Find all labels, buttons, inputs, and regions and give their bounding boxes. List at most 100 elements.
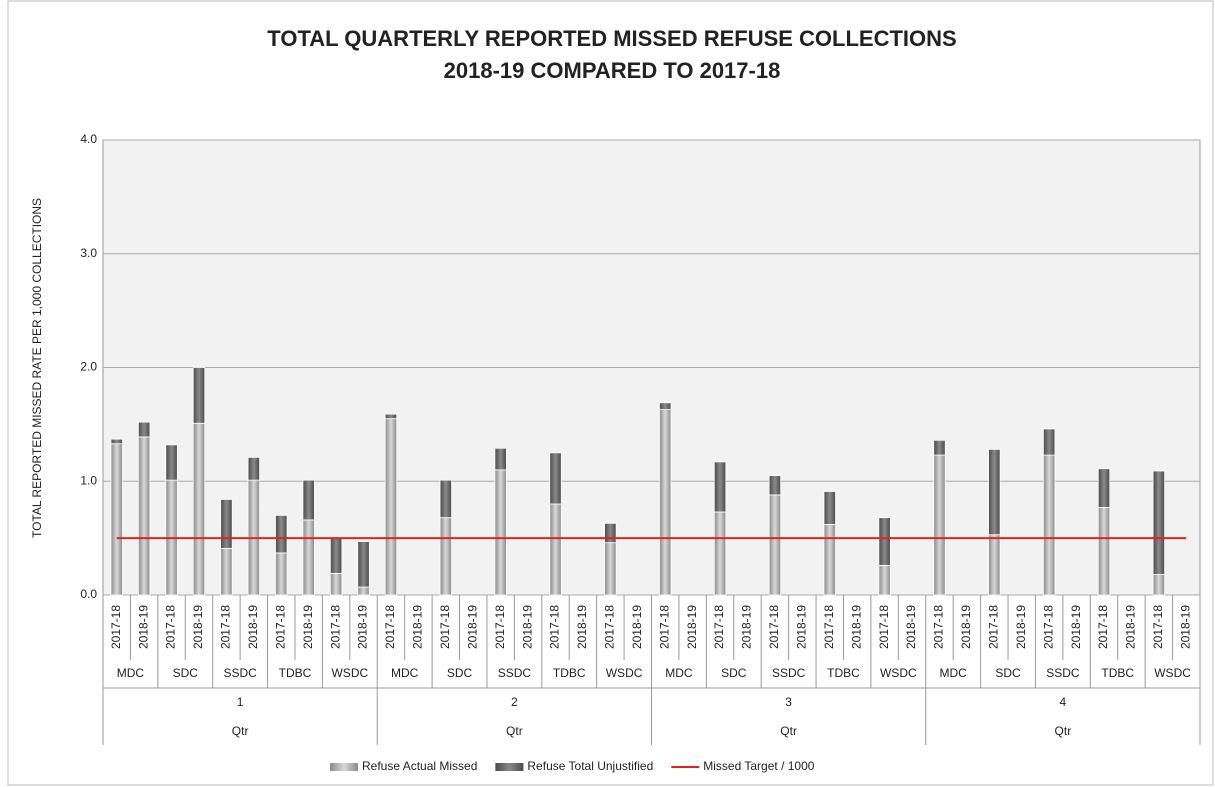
x-tick-label: 2018-19 bbox=[1014, 605, 1028, 649]
bar-segment bbox=[933, 454, 946, 596]
council-label: MDC bbox=[940, 666, 968, 680]
x-tick-label: 2017-18 bbox=[328, 605, 342, 649]
bar-segment bbox=[823, 491, 836, 525]
x-tick-label: 2017-18 bbox=[822, 605, 836, 649]
x-tick-label: 2018-19 bbox=[301, 605, 315, 649]
x-tick-label: 2018-19 bbox=[356, 605, 370, 649]
council-label: TDBC bbox=[279, 666, 312, 680]
council-label: SSDC bbox=[1046, 666, 1080, 680]
legend-swatch bbox=[495, 763, 524, 771]
bar-segment bbox=[988, 534, 1001, 596]
quarter-label: 3 bbox=[785, 695, 792, 709]
x-tick-label: 2018-19 bbox=[630, 605, 644, 649]
bar-segment bbox=[878, 565, 891, 596]
y-tick-label: 1.0 bbox=[80, 473, 97, 487]
quarter-label: 4 bbox=[1060, 695, 1067, 709]
bar-segment bbox=[713, 511, 727, 596]
council-label: SDC bbox=[721, 666, 747, 680]
quarter-axis-label: Qtr bbox=[232, 724, 249, 738]
x-tick-label: 2017-18 bbox=[877, 605, 891, 649]
council-label: TDBC bbox=[1101, 666, 1134, 680]
bar-segment bbox=[357, 541, 370, 588]
quarter-axis-label: Qtr bbox=[780, 724, 797, 738]
council-label: SDC bbox=[447, 666, 473, 680]
bar-segment bbox=[357, 586, 370, 596]
bar-segment bbox=[220, 499, 233, 549]
bar-segment bbox=[768, 494, 782, 596]
council-label: SDC bbox=[995, 666, 1021, 680]
bar-segment bbox=[988, 448, 1001, 536]
x-tick-label: 2018-19 bbox=[246, 605, 260, 649]
quarter-axis-label: Qtr bbox=[1055, 724, 1072, 738]
y-tick-label: 4.0 bbox=[80, 132, 97, 146]
x-tick-label: 2017-18 bbox=[548, 605, 562, 649]
legend-label: Refuse Total Unjustified bbox=[527, 759, 653, 773]
council-label: WSDC bbox=[880, 666, 917, 680]
x-tick-label: 2018-19 bbox=[795, 605, 809, 649]
council-label: SSDC bbox=[772, 666, 806, 680]
bar-segment bbox=[137, 436, 151, 596]
x-tick-label: 2017-18 bbox=[1096, 605, 1110, 649]
council-label: MDC bbox=[117, 666, 145, 680]
x-tick-label: 2018-19 bbox=[849, 605, 863, 649]
bar-segment bbox=[1043, 428, 1056, 456]
bar-segment bbox=[1152, 470, 1166, 575]
council-label: SSDC bbox=[498, 666, 532, 680]
bar-segment bbox=[247, 456, 260, 481]
quarter-label: 1 bbox=[237, 695, 244, 709]
y-axis-title: TOTAL REPORTED MISSED RATE PER 1,000 COL… bbox=[30, 198, 44, 538]
bar-segment bbox=[110, 438, 123, 445]
x-tick-label: 2018-19 bbox=[136, 605, 150, 649]
council-label: TDBC bbox=[827, 666, 860, 680]
bar-segment bbox=[439, 517, 452, 596]
x-tick-label: 2017-18 bbox=[1151, 605, 1165, 649]
x-tick-label: 2018-19 bbox=[1069, 605, 1083, 649]
bar-segment bbox=[220, 547, 233, 596]
x-tick-label: 2017-18 bbox=[493, 605, 507, 649]
bar-segment bbox=[302, 479, 315, 521]
bar-segment bbox=[659, 409, 672, 596]
quarter-label: 2 bbox=[511, 695, 518, 709]
chart-title: TOTAL QUARTERLY REPORTED MISSED REFUSE C… bbox=[267, 26, 956, 51]
council-label: MDC bbox=[665, 666, 693, 680]
x-tick-label: 2017-18 bbox=[109, 605, 123, 649]
bar-segment bbox=[659, 402, 672, 410]
bar-segment bbox=[933, 439, 946, 456]
legend-label: Refuse Actual Missed bbox=[362, 759, 477, 773]
bar-segment bbox=[1152, 574, 1166, 596]
x-tick-label: 2018-19 bbox=[740, 605, 754, 649]
x-tick-label: 2018-19 bbox=[575, 605, 589, 649]
bar-segment bbox=[302, 519, 315, 596]
council-label: SDC bbox=[173, 666, 199, 680]
bar-segment bbox=[604, 542, 617, 596]
x-tick-label: 2018-19 bbox=[904, 605, 918, 649]
bar-segment bbox=[1097, 507, 1111, 596]
quarter-axis-label: Qtr bbox=[506, 724, 523, 738]
bar-segment bbox=[275, 514, 288, 554]
x-tick-label: 2017-18 bbox=[712, 605, 726, 649]
bar-segment bbox=[110, 443, 123, 596]
bar-segment bbox=[713, 461, 727, 513]
x-tick-label: 2017-18 bbox=[164, 605, 178, 649]
council-label: TDBC bbox=[553, 666, 586, 680]
bar-segment bbox=[878, 517, 891, 566]
bar-segment bbox=[329, 572, 343, 596]
chart-subtitle: 2018-19 COMPARED TO 2017-18 bbox=[444, 58, 781, 83]
x-tick-label: 2017-18 bbox=[986, 605, 1000, 649]
bar-segment bbox=[384, 418, 398, 596]
council-label: WSDC bbox=[1154, 666, 1191, 680]
council-label: MDC bbox=[391, 666, 419, 680]
bar-segment bbox=[1043, 454, 1056, 596]
x-tick-label: 2017-18 bbox=[219, 605, 233, 649]
bar-segment bbox=[768, 475, 782, 496]
bar-segment bbox=[549, 503, 562, 596]
bar-segment bbox=[384, 413, 398, 420]
x-tick-label: 2017-18 bbox=[603, 605, 617, 649]
x-tick-label: 2017-18 bbox=[657, 605, 671, 649]
bar-segment bbox=[137, 421, 151, 438]
y-tick-label: 0.0 bbox=[80, 587, 97, 601]
bar-segment bbox=[494, 447, 507, 471]
bar-segment bbox=[823, 524, 836, 596]
x-tick-label: 2017-18 bbox=[767, 605, 781, 649]
